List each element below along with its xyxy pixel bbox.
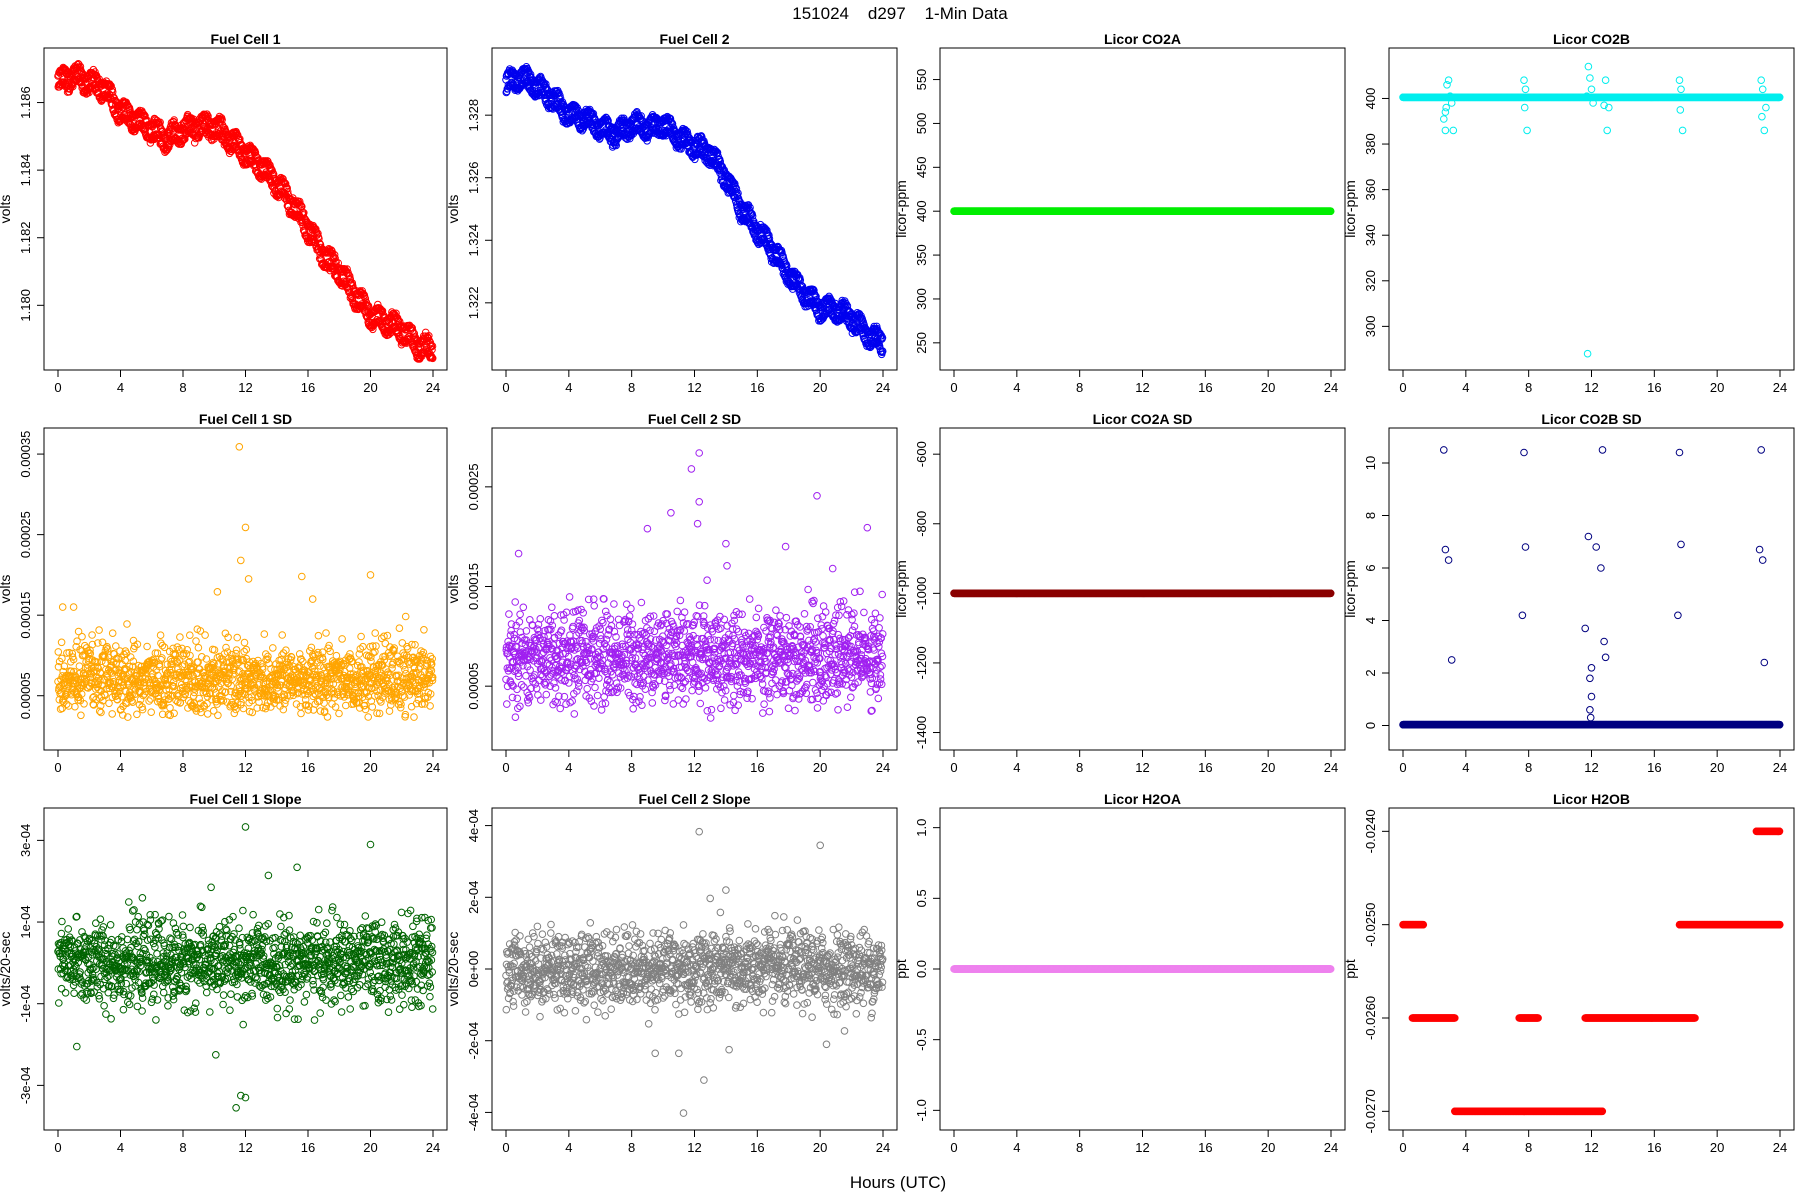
y-axis-label: volts — [0, 195, 13, 224]
y-tick-label: 320 — [1363, 270, 1378, 292]
y-tick-label: 1.322 — [466, 287, 481, 320]
chart-panel: Licor CO2A licor-ppm 0 4 8 12 16 20 24 250 300 350 4… — [893, 31, 1345, 395]
x-tick-label: 0 — [950, 380, 957, 395]
y-tick-label: 1.184 — [18, 154, 33, 187]
x-tick-label: 16 — [301, 380, 315, 395]
y-tick-label: 300 — [914, 288, 929, 310]
x-tick-label: 20 — [363, 380, 377, 395]
x-axis-label: Hours (UTC) — [850, 1173, 946, 1192]
chart-panel: Licor CO2B licor-ppm 0 4 8 12 16 20 24 300 320 340 3… — [1342, 31, 1794, 395]
y-tick-label: 300 — [1363, 316, 1378, 338]
panels-grid: Fuel Cell 1 volts 0 4 8 12 16 20 24 1.180 1.182 1.1… — [0, 31, 1794, 1155]
x-tick-label: 4 — [117, 380, 124, 395]
x-tick-label: 20 — [1710, 380, 1724, 395]
y-axis-label: volts — [445, 195, 461, 224]
y-tick-label: 340 — [1363, 224, 1378, 246]
x-tick-label: 8 — [628, 380, 635, 395]
y-tick-label: 1.328 — [466, 99, 481, 132]
x-tick-label: 0 — [1399, 380, 1406, 395]
x-tick-label: 4 — [565, 380, 572, 395]
chart-title: Fuel Cell 1 — [210, 31, 280, 47]
y-axis-label: licor-ppm — [893, 180, 909, 238]
x-tick-label: 8 — [1525, 380, 1532, 395]
y-tick-label: 360 — [1363, 179, 1378, 201]
x-tick-label: 4 — [1462, 380, 1469, 395]
y-tick-label: 1.182 — [18, 221, 33, 254]
y-tick-label: 1.324 — [466, 224, 481, 257]
x-tick-label: 24 — [1773, 380, 1787, 395]
x-tick-label: 12 — [238, 380, 252, 395]
y-tick-label: 250 — [914, 332, 929, 354]
y-tick-label: 550 — [914, 69, 929, 91]
chart-panel: Fuel Cell 2 volts 0 4 8 12 16 20 24 1.322 1.324 1.3… — [445, 31, 897, 395]
y-tick-label: 380 — [1363, 133, 1378, 155]
y-tick-label: 1.180 — [18, 289, 33, 322]
x-tick-label: 12 — [1584, 380, 1598, 395]
chart-title: Licor CO2B — [1553, 31, 1630, 47]
y-tick-label: 1.326 — [466, 161, 481, 194]
y-axis-label: licor-ppm — [1342, 180, 1358, 238]
y-tick-label: 450 — [914, 156, 929, 178]
x-tick-label: 24 — [876, 380, 890, 395]
chart-panel: Fuel Cell 1 volts 0 4 8 12 16 20 24 1.180 1.182 1.1… — [0, 31, 447, 395]
x-tick-label: 20 — [813, 380, 827, 395]
x-tick-label: 16 — [750, 380, 764, 395]
chart-title: Licor CO2A — [1104, 31, 1181, 47]
x-tick-label: 0 — [54, 380, 61, 395]
x-tick-label: 4 — [1013, 380, 1020, 395]
figure-title: 151024 d297 1-Min Data — [792, 4, 1008, 23]
y-tick-label: 400 — [914, 200, 929, 222]
x-tick-label: 24 — [1324, 380, 1338, 395]
x-tick-label: 16 — [1647, 380, 1661, 395]
x-tick-label: 24 — [426, 380, 440, 395]
x-tick-label: 12 — [1135, 380, 1149, 395]
y-tick-label: 400 — [1363, 88, 1378, 110]
x-tick-label: 12 — [687, 380, 701, 395]
chart-title: Fuel Cell 2 — [659, 31, 729, 47]
x-tick-label: 0 — [502, 380, 509, 395]
x-tick-label: 8 — [1076, 380, 1083, 395]
x-tick-label: 20 — [1261, 380, 1275, 395]
y-tick-label: 1.186 — [18, 86, 33, 119]
x-tick-label: 16 — [1198, 380, 1212, 395]
y-tick-label: 350 — [914, 244, 929, 266]
y-tick-label: 500 — [914, 113, 929, 135]
x-tick-label: 8 — [179, 380, 186, 395]
